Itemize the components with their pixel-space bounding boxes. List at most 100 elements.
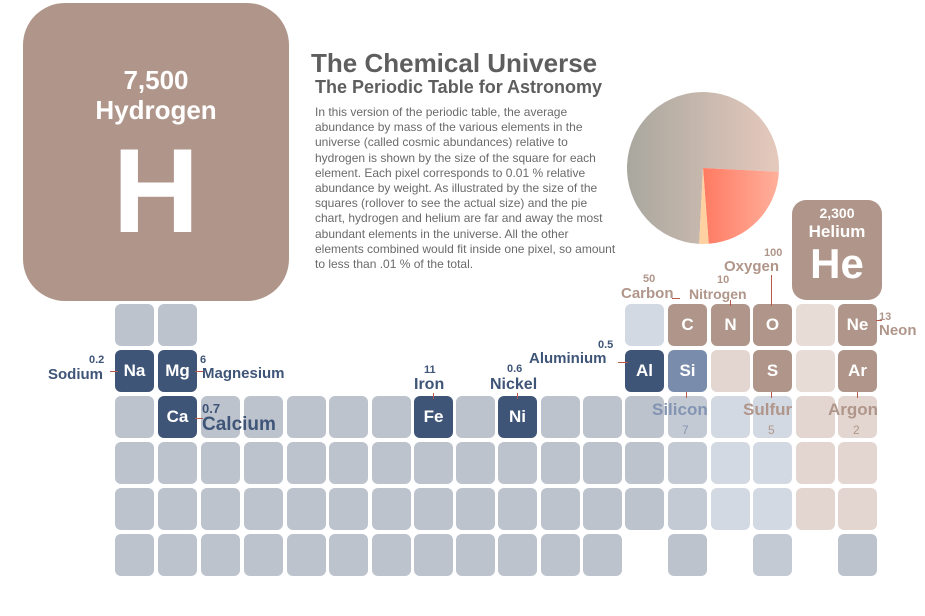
grid-cell[interactable] — [287, 396, 326, 438]
grid-cell[interactable] — [287, 534, 326, 576]
silicon-value: 7 — [682, 423, 689, 437]
grid-cell[interactable] — [711, 396, 750, 438]
grid-cell[interactable] — [583, 442, 622, 484]
element-tile-ar[interactable]: Ar — [838, 350, 877, 392]
grid-cell[interactable] — [115, 396, 154, 438]
grid-cell[interactable] — [838, 396, 877, 438]
grid-cell[interactable] — [329, 442, 368, 484]
grid-cell[interactable] — [329, 534, 368, 576]
grid-cell[interactable] — [115, 488, 154, 530]
silicon-label: Silicon — [652, 400, 708, 419]
grid-cell[interactable] — [711, 488, 750, 530]
element-tile-o[interactable]: O — [753, 304, 792, 346]
grid-cell[interactable] — [329, 396, 368, 438]
grid-cell[interactable] — [329, 488, 368, 530]
grid-cell[interactable] — [414, 442, 453, 484]
grid-cell[interactable] — [541, 488, 580, 530]
iron-value: 11 — [424, 364, 436, 376]
grid-cell[interactable] — [796, 442, 835, 484]
grid-cell[interactable] — [201, 442, 240, 484]
grid-cell[interactable] — [838, 442, 877, 484]
element-tile-si[interactable]: Si — [668, 350, 707, 392]
grid-cell[interactable] — [498, 442, 537, 484]
element-tile-na[interactable]: Na — [115, 350, 154, 392]
grid-cell[interactable] — [625, 396, 664, 438]
element-tile-s[interactable]: S — [753, 350, 792, 392]
grid-cell[interactable] — [796, 396, 835, 438]
aluminium-label: Aluminium — [529, 350, 607, 367]
hydrogen-tile[interactable]: 7,500 Hydrogen H — [23, 3, 289, 301]
grid-cell[interactable] — [456, 488, 495, 530]
aluminium-value: 0.5 — [598, 339, 614, 351]
grid-cell[interactable] — [541, 534, 580, 576]
grid-cell[interactable] — [456, 396, 495, 438]
grid-cell[interactable] — [583, 534, 622, 576]
grid-cell[interactable] — [372, 396, 411, 438]
grid-cell[interactable] — [541, 442, 580, 484]
grid-cell[interactable] — [414, 534, 453, 576]
element-tile-al[interactable]: Al — [625, 350, 664, 392]
grid-cell[interactable] — [372, 534, 411, 576]
element-tile-ca[interactable]: Ca — [158, 396, 197, 438]
grid-cell[interactable] — [796, 488, 835, 530]
grid-cell[interactable] — [498, 488, 537, 530]
grid-cell[interactable] — [753, 396, 792, 438]
pie-slice-other — [699, 168, 709, 244]
grid-cell[interactable] — [668, 488, 707, 530]
element-tile-fe[interactable]: Fe — [414, 396, 453, 438]
grid-cell[interactable] — [498, 534, 537, 576]
element-tile-n[interactable]: N — [711, 304, 750, 346]
grid-cell[interactable] — [287, 488, 326, 530]
hydrogen-value: 7,500 — [123, 65, 189, 95]
helium-name: Helium — [808, 222, 866, 241]
description-text: In this version of the periodic table, t… — [315, 105, 616, 272]
argon-label: Argon — [828, 400, 879, 419]
page-subtitle: The Periodic Table for Astronomy — [315, 77, 603, 97]
grid-cell[interactable] — [158, 534, 197, 576]
grid-cell[interactable] — [583, 396, 622, 438]
element-tile-ne[interactable]: Ne — [838, 304, 877, 346]
grid-cell[interactable] — [201, 488, 240, 530]
grid-cell[interactable] — [668, 442, 707, 484]
helium-tile[interactable]: 2,300 Helium He — [792, 200, 882, 300]
grid-cell[interactable] — [201, 534, 240, 576]
grid-cell[interactable] — [201, 396, 240, 438]
iron-label: Iron — [414, 376, 445, 393]
grid-cell[interactable] — [583, 488, 622, 530]
grid-cell[interactable] — [668, 396, 707, 438]
grid-cell[interactable] — [711, 442, 750, 484]
grid-cell[interactable] — [244, 396, 283, 438]
grid-cell[interactable] — [244, 534, 283, 576]
grid-cell[interactable] — [625, 442, 664, 484]
grid-cell[interactable] — [158, 442, 197, 484]
sodium-value: 0.2 — [89, 354, 105, 366]
element-tile-ni[interactable]: Ni — [498, 396, 537, 438]
grid-cell[interactable] — [456, 534, 495, 576]
grid-cell[interactable] — [838, 488, 877, 530]
grid-cell[interactable] — [115, 304, 154, 346]
grid-cell[interactable] — [115, 442, 154, 484]
grid-cell[interactable] — [115, 534, 154, 576]
grid-cell[interactable] — [796, 350, 835, 392]
grid-cell[interactable] — [158, 488, 197, 530]
grid-cell[interactable] — [625, 488, 664, 530]
grid-cell[interactable] — [753, 534, 792, 576]
grid-cell[interactable] — [244, 442, 283, 484]
grid-cell[interactable] — [287, 442, 326, 484]
element-tile-c[interactable]: C — [668, 304, 707, 346]
grid-cell[interactable] — [244, 488, 283, 530]
grid-cell[interactable] — [414, 488, 453, 530]
grid-cell[interactable] — [372, 488, 411, 530]
grid-cell[interactable] — [711, 350, 750, 392]
grid-cell[interactable] — [753, 442, 792, 484]
grid-cell[interactable] — [796, 304, 835, 346]
grid-cell[interactable] — [372, 442, 411, 484]
grid-cell[interactable] — [158, 304, 197, 346]
grid-cell[interactable] — [753, 488, 792, 530]
grid-cell[interactable] — [541, 396, 580, 438]
grid-cell[interactable] — [456, 442, 495, 484]
element-tile-mg[interactable]: Mg — [158, 350, 197, 392]
grid-cell[interactable] — [668, 534, 707, 576]
grid-cell[interactable] — [838, 534, 877, 576]
grid-cell[interactable] — [625, 304, 664, 346]
